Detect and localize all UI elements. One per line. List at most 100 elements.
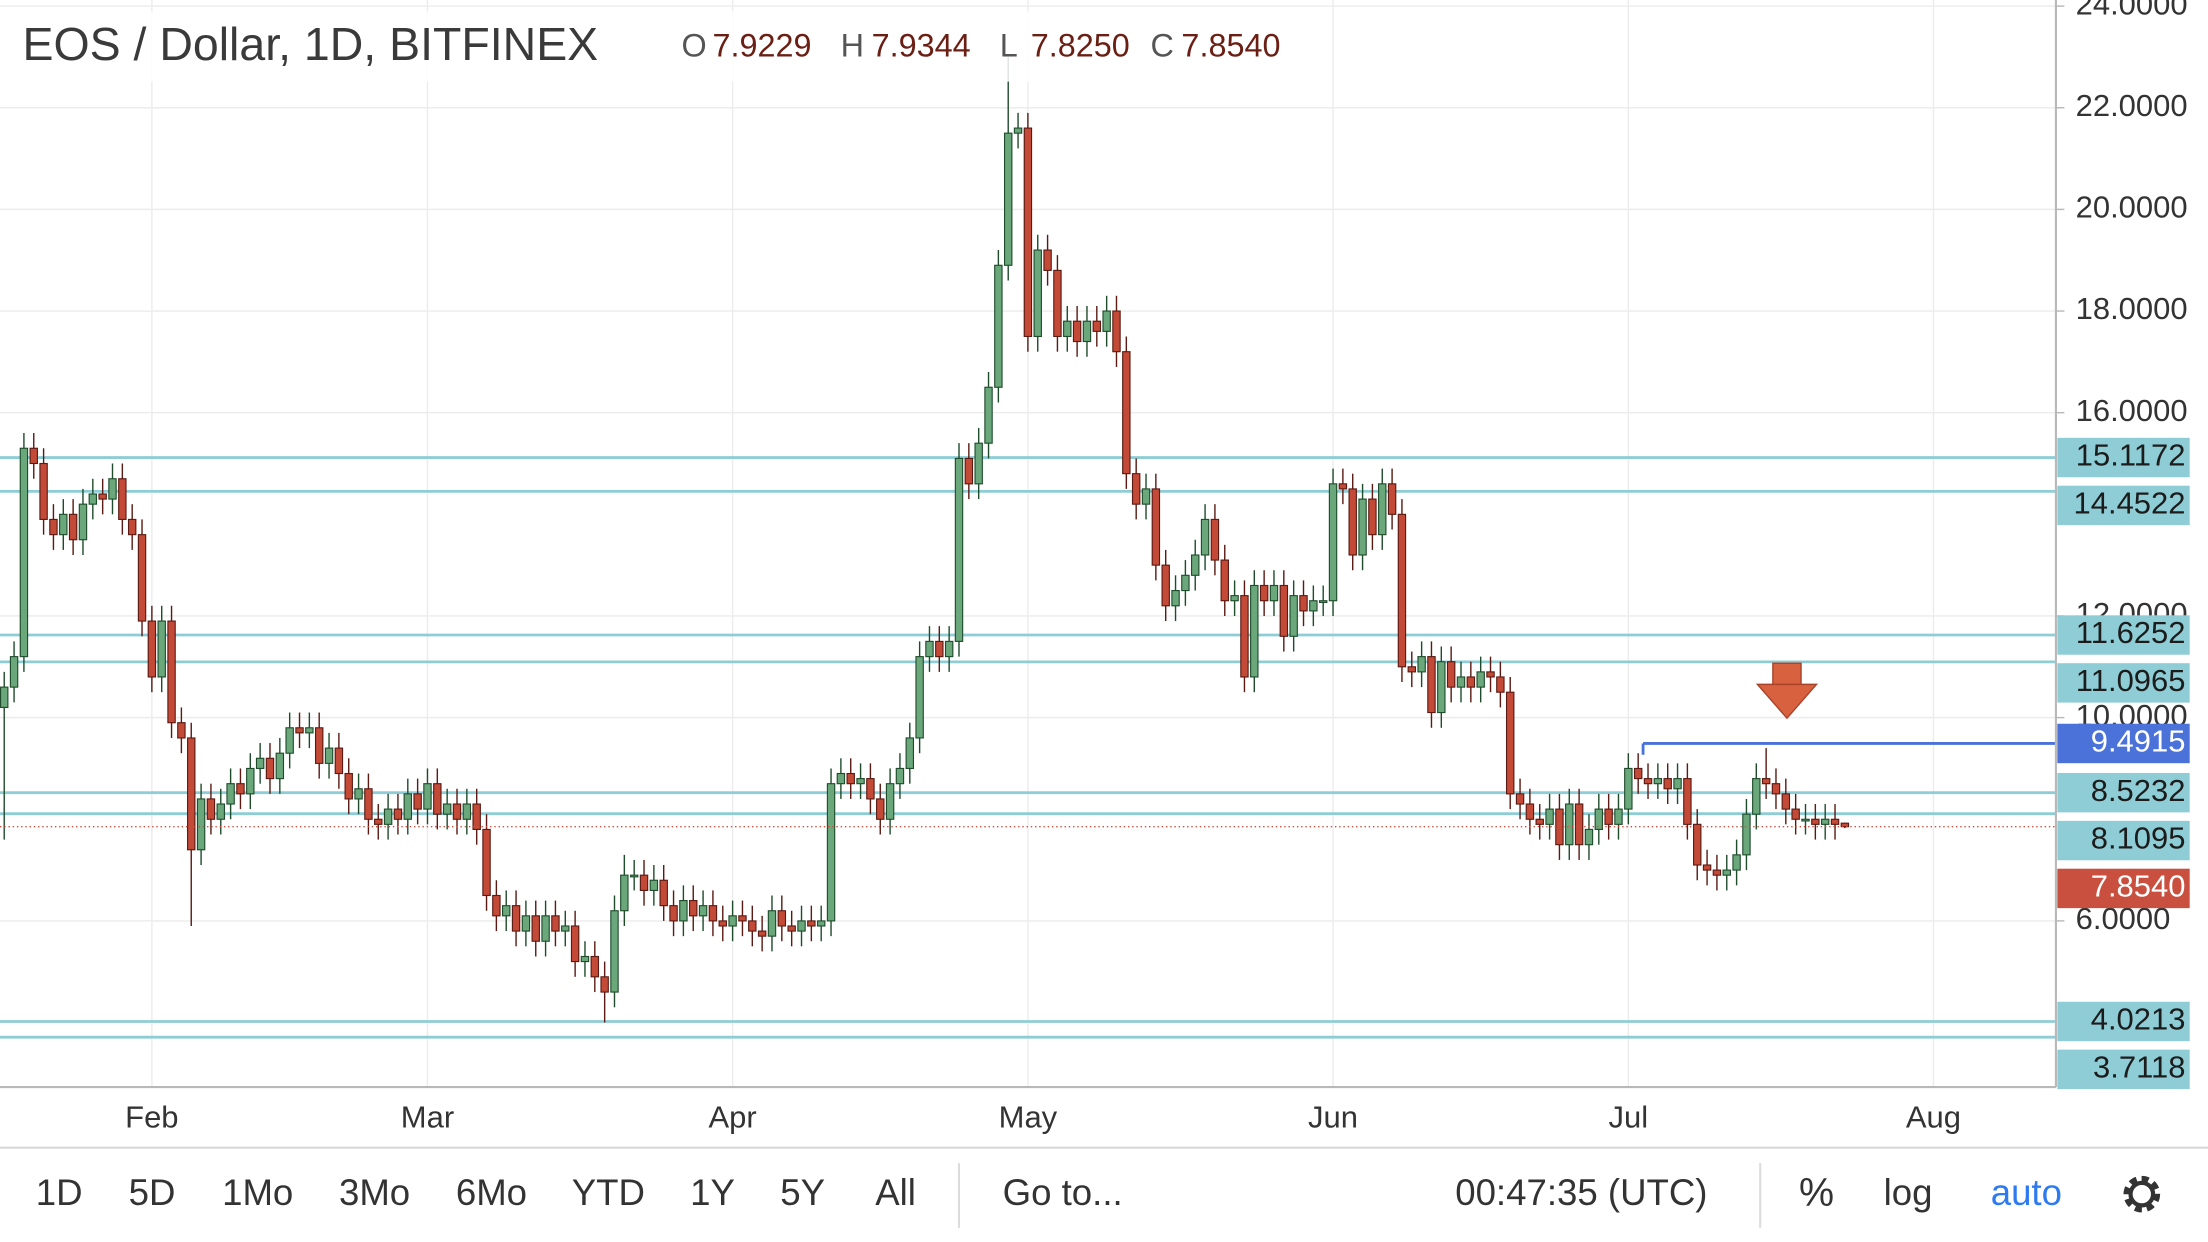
range-button[interactable]: 1D [36,1172,83,1213]
resistance-label: 9.4915 [2091,724,2186,759]
level-label: 14.4522 [2074,486,2186,521]
range-button[interactable]: 5Y [780,1172,825,1213]
candle-body [442,803,452,815]
candle-body [856,778,865,785]
candle-body [1476,671,1485,688]
percent-toggle[interactable]: % [1799,1171,1834,1215]
y-tick-label: 16.0000 [2076,393,2188,428]
candle-body [816,920,826,927]
candle-body [974,442,983,485]
candle-body [1033,249,1042,338]
candle-body [118,478,127,520]
candle-body [1112,310,1121,353]
candle-body [1220,559,1229,602]
candle-body [1811,818,1820,825]
candle-body [393,808,403,820]
candle-body [836,772,846,785]
candle-body [1013,127,1023,134]
candle-body [748,920,757,932]
candle-body [639,874,649,891]
candle-body [1102,310,1111,332]
range-button[interactable]: 6Mo [456,1172,527,1213]
level-label-bg [2057,437,2190,478]
last-price-label: 7.8540 [2091,869,2186,904]
candle-body [1545,808,1554,825]
ohlc-value: 7.9344 [872,27,971,63]
candle-body [137,534,147,622]
candle-body [1063,320,1072,338]
candle-body [1387,483,1397,515]
candle-body [196,798,206,851]
candle-body [1023,127,1033,338]
x-tick-label: May [999,1100,1058,1135]
log-toggle[interactable]: log [1884,1172,1933,1213]
candle-body [698,905,708,917]
candle-body [925,640,934,658]
candle-body [433,783,442,815]
candle-body [1496,676,1505,693]
header-bg [0,11,1310,82]
candle-body [187,737,196,851]
candle-body [1624,767,1633,810]
candle-body [1604,808,1613,825]
range-button[interactable]: 3Mo [339,1172,410,1213]
candle-body [1151,488,1161,566]
level-label: 8.1095 [2091,821,2186,856]
candle-body [1407,666,1417,673]
candle-body [98,493,107,500]
candle-body [1161,564,1170,607]
candle-body [777,910,787,927]
ohlc-value: 7.8540 [1181,27,1280,63]
goto-button[interactable]: Go to... [1003,1172,1123,1213]
range-button[interactable]: 1Mo [222,1172,293,1213]
y-tick-label: 18.0000 [2076,291,2188,326]
candle-body [570,925,580,963]
candle-body [1761,778,1771,785]
level-label-bg [2057,615,2190,655]
range-button[interactable]: YTD [572,1172,645,1213]
candle-body [620,874,629,912]
level-label: 3.7118 [2093,1050,2185,1085]
candle-body [1574,803,1584,846]
candle-body [1269,584,1279,602]
level-label-bg [2057,772,2190,813]
candle-body [1437,661,1446,714]
candle-body [580,955,590,963]
auto-toggle[interactable]: auto [1991,1172,2062,1213]
y-tick-label: 22.0000 [2076,88,2188,123]
candle-body [423,783,432,810]
candle-body [826,783,836,922]
range-button[interactable]: 5D [129,1172,176,1213]
candle-body [551,915,560,932]
candle-body [1722,869,1731,876]
candle-body [1535,818,1544,825]
candle-body [895,767,905,785]
candle-body [1515,793,1525,805]
candle-body [1446,661,1456,688]
x-tick-label: Aug [1906,1100,1961,1135]
candle-body [236,783,245,795]
ohlc-key: H [841,27,864,63]
candle-body [1289,595,1298,637]
candle-body [521,915,531,932]
candle-body [1820,818,1830,825]
candle-body [1732,854,1741,871]
x-tick-label: Apr [709,1100,757,1135]
candle-body [1486,671,1495,678]
x-tick-label: Mar [401,1100,454,1135]
x-tick-label: Feb [125,1100,178,1135]
candle-body [1594,808,1604,830]
candle-body [265,757,275,780]
level-label-bg [2057,1001,2190,1042]
range-button[interactable]: 1Y [690,1172,735,1213]
range-button[interactable]: All [875,1172,916,1213]
candle-body [1614,808,1623,825]
y-tick-label: 24.0000 [2076,0,2188,21]
settings-button[interactable] [2123,1175,2161,1213]
candle-body [1456,676,1466,688]
candle-body [206,798,216,820]
candle-body [1318,600,1328,603]
candle-body [1663,778,1672,790]
